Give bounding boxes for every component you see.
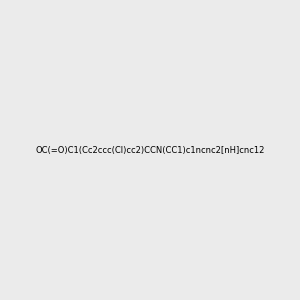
- Text: OC(=O)C1(Cc2ccc(Cl)cc2)CCN(CC1)c1ncnc2[nH]cnc12: OC(=O)C1(Cc2ccc(Cl)cc2)CCN(CC1)c1ncnc2[n…: [35, 146, 265, 154]
